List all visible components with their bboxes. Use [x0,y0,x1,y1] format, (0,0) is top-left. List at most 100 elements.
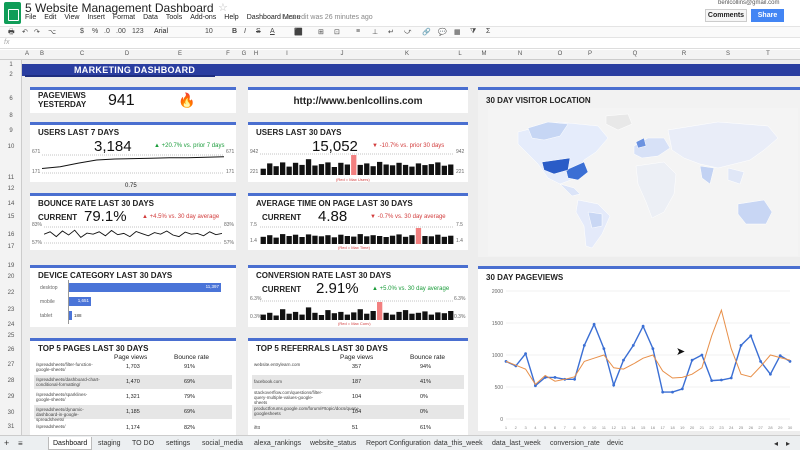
column-header[interactable]: J [340,51,344,57]
undo-icon[interactable]: ↶ [22,29,28,36]
menu-view[interactable]: View [64,14,80,21]
row-header[interactable]: 14 [7,201,15,207]
blue-series-point[interactable] [749,334,753,338]
blue-series-point[interactable] [592,322,596,326]
row-header[interactable]: 28 [7,378,15,384]
column-header[interactable]: H [253,51,259,57]
referral-source[interactable]: website.entrylearn.com [254,362,301,367]
font-size-select[interactable]: 10 [205,28,213,35]
tab-social-media[interactable]: social_media [202,440,243,447]
blue-series-point[interactable] [524,352,527,356]
menu-addons[interactable]: Add-ons [190,14,217,21]
blue-series-point[interactable] [602,347,606,350]
referral-source[interactable]: facebook.com [254,379,283,384]
menu-format[interactable]: Format [112,14,136,21]
blue-series-point[interactable] [788,360,792,363]
blue-series-point[interactable] [553,376,557,379]
number-format-icon[interactable]: 123 [132,28,144,35]
borders-icon[interactable]: ⊞ [318,29,324,36]
column-header[interactable]: E [177,51,182,57]
all-sheets-icon[interactable]: ≡ [18,439,23,448]
tab-todo[interactable]: TO DO [132,440,155,447]
row-header[interactable]: 26 [7,347,15,353]
italic-icon[interactable]: I [244,28,246,35]
row-header[interactable]: 27 [7,362,15,368]
blue-series-point[interactable] [739,344,743,347]
row-header[interactable]: 11 [7,175,15,181]
referral-source[interactable]: productforums.google.com/forum/#!topic/d… [254,406,360,416]
insert-chart-icon[interactable]: ▦ [454,29,461,36]
insert-comment-icon[interactable]: 💬 [438,29,447,36]
top-page-url[interactable]: /spreadsheets/filter-function-google-she… [36,362,93,372]
tab-report-configuration[interactable]: Report Configuration [366,440,431,447]
formula-bar[interactable]: fx [0,38,800,49]
row-header[interactable]: 20 [7,274,15,280]
blue-series-point[interactable] [582,344,586,347]
tab-devic[interactable]: devic [607,440,624,447]
column-header[interactable]: R [681,51,687,57]
dashboard-sheet[interactable]: MARKETING DASHBOARD PAGEVIEWS YESTERDAY … [22,60,800,435]
column-header[interactable]: C [79,51,85,57]
filter-icon[interactable]: ⧩ [470,28,477,35]
column-header[interactable]: F [226,51,230,57]
row-header[interactable]: 16 [7,232,15,238]
increase-decimal-icon[interactable]: .00 [116,28,126,35]
blue-series-point[interactable] [671,390,674,394]
column-header[interactable]: M [481,51,487,57]
column-header[interactable]: D [124,51,130,57]
top-page-url[interactable]: /spreadsheets/sparklines-google-sheets/ [36,392,88,402]
blue-series-point[interactable] [612,383,616,387]
column-header[interactable]: T [766,51,770,57]
row-header[interactable]: 25 [7,333,15,339]
row-header[interactable]: 30 [7,410,15,416]
tab-staging[interactable]: staging [98,440,121,447]
referral-source[interactable]: ifttt [254,425,261,430]
menu-insert[interactable]: Insert [87,14,105,21]
document-title[interactable]: 5 Website Management Dashboard [25,1,214,15]
row-header[interactable]: 12 [7,186,15,192]
visitor-world-map[interactable] [488,108,798,256]
tab-settings[interactable]: settings [166,440,191,447]
row-header[interactable]: 29 [7,394,15,400]
menu-file[interactable]: File [25,14,37,21]
blue-series-point[interactable] [622,358,625,362]
blue-series-point[interactable] [700,353,704,357]
tab-website-status[interactable]: website_status [310,440,357,447]
blue-series-point[interactable] [631,344,635,347]
blue-series-point[interactable] [661,390,665,394]
comments-button[interactable]: Comments [705,9,747,22]
menu-edit[interactable]: Edit [44,14,57,21]
website-url[interactable]: http://www.benlcollins.com [293,96,423,107]
row-header[interactable]: 9 [9,128,13,134]
row-header[interactable]: 31 [7,424,15,430]
blue-series-point[interactable] [769,372,772,376]
column-header[interactable]: A [24,51,29,57]
blue-series-point[interactable] [641,324,645,328]
row-header[interactable]: 22 [7,290,15,296]
row-header[interactable]: 1 [9,62,13,68]
fill-color-icon[interactable]: ⬛ [294,29,303,36]
blue-series-point[interactable] [690,358,694,362]
paint-format-icon[interactable]: ⌥ [48,29,57,36]
tab-alexa-rankings[interactable]: alexa_rankings [254,440,302,447]
tab-conversion-rate[interactable]: conversion_rate [550,440,600,447]
row-header[interactable]: 10 [7,144,15,150]
vertical-align-icon[interactable]: ⊥ [372,29,379,36]
decrease-decimal-icon[interactable]: .0 [104,28,110,35]
column-header[interactable]: B [39,51,44,57]
row-header[interactable]: 24 [7,322,15,328]
blue-series-point[interactable] [720,378,723,382]
blue-series-point[interactable] [778,354,782,357]
redo-icon[interactable]: ↷ [34,29,40,36]
text-color-icon[interactable]: A [270,28,275,35]
top-page-url[interactable]: /spreadsheets/ [36,424,66,429]
blue-series-point[interactable] [729,376,733,380]
functions-icon[interactable]: Σ [486,28,491,35]
column-header[interactable]: I [286,51,288,57]
tab-data-this-week[interactable]: data_this_week [434,440,483,447]
row-header[interactable]: 23 [7,307,15,313]
column-header[interactable]: O [557,51,563,57]
horizontal-align-icon[interactable]: ≡ [356,28,361,35]
menu-dashboard[interactable]: Dashboard Menu [246,14,301,21]
